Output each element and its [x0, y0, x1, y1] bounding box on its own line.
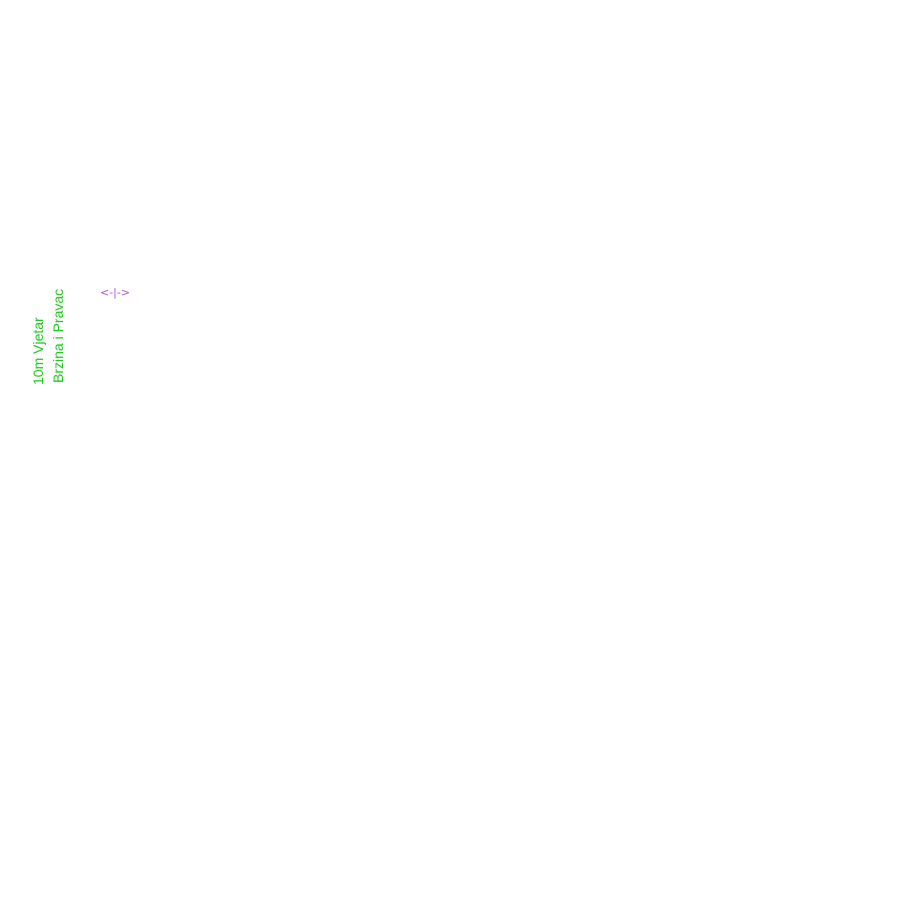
compass-icon: <-|->: [82, 260, 162, 320]
compass-cross: <-|->: [100, 286, 131, 299]
